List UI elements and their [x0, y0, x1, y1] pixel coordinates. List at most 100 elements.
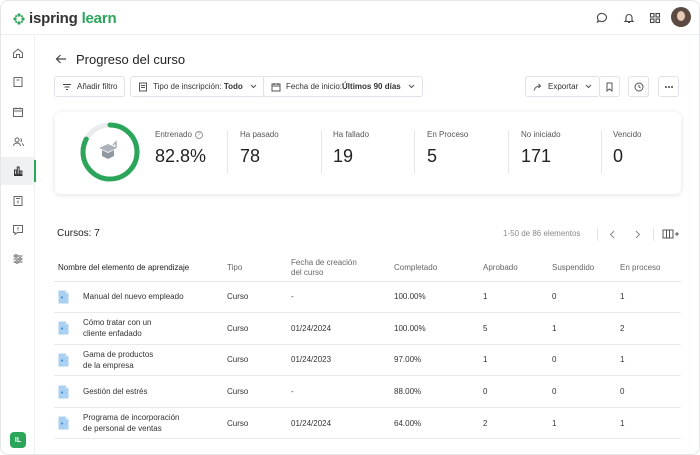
column-header-failed[interactable]: Suspendido	[552, 255, 620, 282]
course-created-date: 01/24/2024	[291, 312, 394, 345]
bookmark-icon	[606, 82, 613, 92]
chevron-down-icon	[250, 84, 257, 89]
table-row[interactable]: Cómo tratar con un cliente enfadado Curso…	[54, 312, 681, 345]
page-title: Progreso del curso	[76, 52, 186, 67]
course-created-date: -	[291, 375, 394, 408]
course-failed: 1	[552, 407, 620, 440]
book-icon	[13, 77, 23, 87]
sidebar-item-certificates[interactable]	[1, 187, 35, 215]
stat-failed-value: 19	[333, 146, 354, 166]
sidebar: IL	[1, 36, 36, 454]
course-created-date: 01/24/2023	[291, 344, 394, 377]
table-row[interactable]: Manual del nuevo empleado Curso - 100.00…	[54, 281, 681, 314]
settings-sliders-icon	[13, 254, 23, 264]
sidebar-item-content[interactable]	[1, 68, 35, 96]
next-page-button[interactable]	[631, 227, 645, 241]
course-in-progress: 1	[620, 281, 681, 314]
calendar-icon	[13, 107, 23, 117]
course-created-date: -	[291, 281, 394, 314]
table-row[interactable]: Programa de incorporación de personal de …	[54, 407, 681, 440]
course-failed: 0	[552, 281, 620, 314]
column-header-passed[interactable]: Aprobado	[483, 255, 552, 282]
column-header-created[interactable]: Fecha de creación del curso	[291, 255, 394, 282]
course-created-date: 01/24/2024	[291, 407, 394, 440]
user-initials-badge[interactable]: IL	[10, 432, 26, 448]
courses-count: Cursos: 7	[57, 228, 100, 239]
prev-page-button[interactable]	[605, 227, 619, 241]
logo[interactable]: ispring learn	[13, 10, 117, 27]
course-name[interactable]: Gama de productos de la empresa	[83, 349, 153, 371]
column-header-in-progress[interactable]: En proceso	[620, 255, 681, 282]
home-icon	[13, 48, 23, 58]
course-name-line2: cliente enfadado	[83, 329, 142, 339]
help-icon[interactable]: ?	[194, 130, 203, 139]
course-name[interactable]: Gestión del estrés	[83, 386, 147, 397]
start-date-dropdown[interactable]: Fecha de inicio:Últimos 90 días	[263, 76, 423, 97]
course-failed: 0	[552, 375, 620, 408]
sidebar-item-calendar[interactable]	[1, 98, 35, 126]
stat-failed: Ha fallado 19	[333, 130, 369, 167]
stat-passed-value: 78	[240, 146, 261, 166]
columns-add-icon	[662, 229, 679, 239]
column-header-created-line1: Fecha de creación	[291, 257, 357, 267]
course-name-line1: Cómo tratar con un	[83, 318, 152, 328]
column-header-completed[interactable]: Completado	[394, 255, 483, 282]
bell-icon[interactable]	[619, 8, 639, 28]
course-in-progress: 1	[620, 407, 681, 440]
sidebar-item-home[interactable]	[1, 39, 35, 67]
column-header-type[interactable]: Tipo	[227, 255, 291, 282]
course-name[interactable]: Manual del nuevo empleado	[83, 291, 184, 302]
progress-ring	[80, 122, 140, 182]
logo-text-ispring: ispring	[29, 10, 78, 27]
schedule-button[interactable]	[628, 76, 649, 97]
course-completed: 88.00%	[394, 375, 483, 408]
table-row[interactable]: Gestión del estrés Curso - 88.00% 0 0 0	[54, 375, 681, 408]
apps-grid-icon[interactable]	[645, 8, 665, 28]
sidebar-item-users[interactable]	[1, 128, 35, 156]
course-type: Curso	[227, 344, 291, 377]
course-passed: 2	[483, 407, 552, 440]
stat-trained-label: Entrenado	[155, 130, 192, 139]
more-options-button[interactable]	[658, 76, 679, 97]
enrollment-type-dropdown[interactable]: Tipo de inscripción: Todo	[130, 76, 265, 97]
course-file-icon	[58, 290, 69, 304]
columns-settings-button[interactable]	[661, 227, 681, 241]
stat-divider	[321, 130, 322, 174]
sidebar-item-settings[interactable]	[1, 245, 35, 273]
course-name-line1: Gestión del estrés	[83, 387, 148, 397]
user-avatar[interactable]	[671, 7, 691, 27]
top-bar: ispring learn	[1, 1, 699, 35]
export-label: Exportar	[548, 82, 579, 91]
column-header-created-line2: del curso	[291, 267, 324, 277]
back-arrow-icon[interactable]	[54, 52, 68, 66]
export-button[interactable]: Exportar	[525, 76, 601, 97]
course-in-progress: 2	[620, 312, 681, 345]
stat-trained-value: 82.8%	[155, 146, 207, 166]
sidebar-item-reports[interactable]	[1, 157, 36, 185]
share-arrow-icon	[533, 83, 542, 91]
stat-divider	[601, 130, 602, 174]
column-header-name[interactable]: Nombre del elemento de aprendizaje	[54, 255, 227, 282]
trained-cap-icon	[99, 140, 117, 159]
course-name-line1: Gama de productos	[83, 349, 154, 359]
course-file-icon	[58, 416, 69, 430]
course-completed: 100.00%	[394, 281, 483, 314]
course-name-cell: Programa de incorporación de personal de …	[54, 407, 227, 440]
stat-in-progress-value: 5	[427, 146, 438, 166]
add-filter-button[interactable]: Añadir filtro	[54, 76, 126, 97]
sidebar-item-feedback[interactable]	[1, 216, 35, 244]
stat-passed-label: Ha pasado	[240, 130, 279, 139]
stat-not-started: No iniciado 171	[521, 130, 561, 167]
bookmark-button[interactable]	[599, 76, 620, 97]
table-row[interactable]: Gama de productos de la empresa Curso 01/…	[54, 344, 681, 377]
stat-divider	[414, 130, 415, 174]
course-name[interactable]: Cómo tratar con un cliente enfadado	[83, 317, 151, 339]
course-name-line1: Programa de incorporación	[83, 413, 180, 423]
enrollment-value: Todo	[223, 82, 243, 91]
enrollment-label: Tipo de inscripción:	[153, 82, 224, 91]
course-passed: 5	[483, 312, 552, 345]
chat-icon[interactable]	[592, 8, 612, 28]
reports-icon	[14, 166, 23, 176]
stat-trained: Entrenado? 82.8%	[155, 130, 206, 167]
course-name[interactable]: Programa de incorporación de personal de …	[83, 412, 180, 434]
